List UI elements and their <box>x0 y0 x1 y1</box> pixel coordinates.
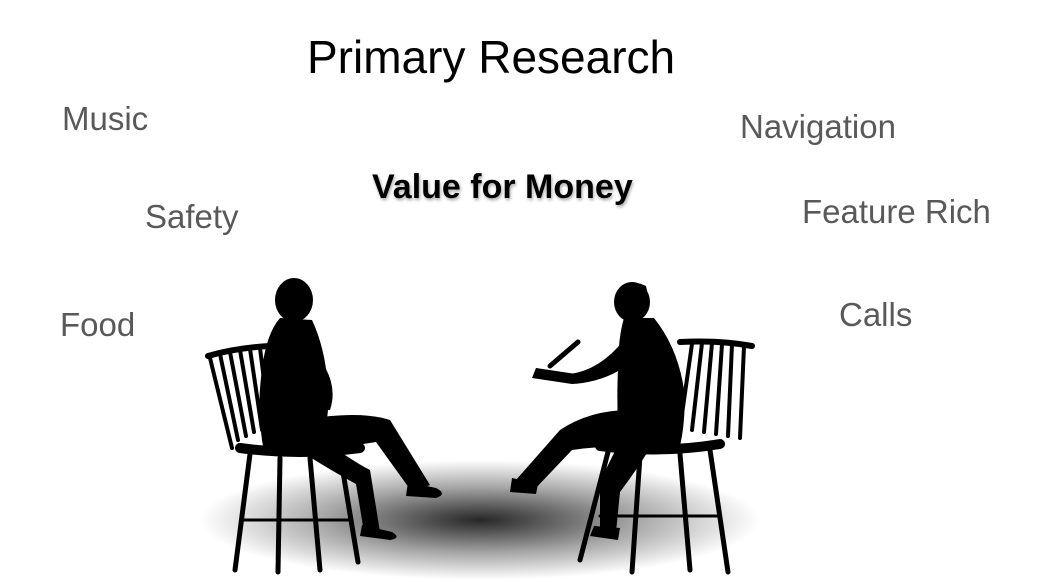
right-person <box>510 282 685 540</box>
left-person <box>259 278 442 540</box>
keyword-feature-rich: Feature Rich <box>802 193 991 230</box>
interview-silhouette-icon <box>200 278 760 580</box>
left-chair <box>205 343 365 575</box>
right-chair <box>577 338 755 575</box>
keyword-music: Music <box>62 100 149 137</box>
keyword-value-for-money: Value for Money <box>372 168 633 206</box>
keyword-food: Food <box>60 306 136 343</box>
slide-title: Primary Research <box>307 31 676 83</box>
keyword-calls: Calls <box>839 296 913 333</box>
keyword-navigation: Navigation <box>740 108 896 145</box>
keyword-safety: Safety <box>145 198 239 235</box>
